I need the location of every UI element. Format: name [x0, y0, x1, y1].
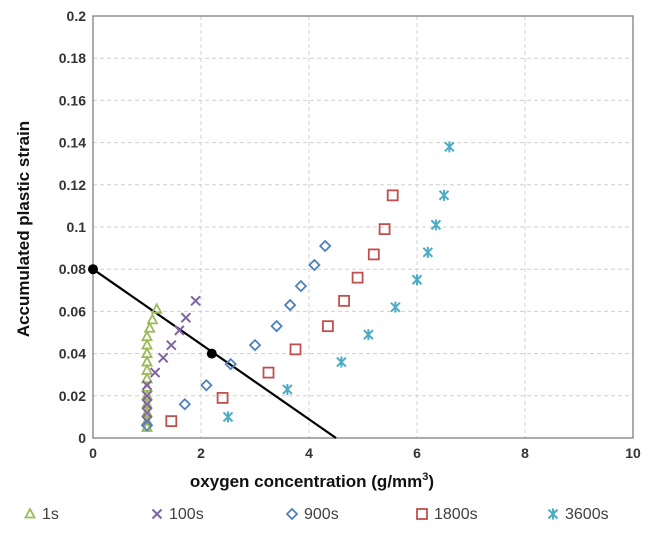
data-point: [190, 295, 201, 307]
y-tick-label: 0.12: [59, 177, 86, 193]
x-tick-label: 10: [625, 445, 641, 461]
data-point: [224, 357, 237, 371]
legend-marker: [547, 508, 559, 520]
data-point: [149, 367, 161, 378]
data-point: [248, 338, 262, 352]
data-point: [157, 352, 169, 364]
data-point: [141, 380, 153, 391]
data-point: [390, 301, 401, 313]
data-point: [262, 366, 275, 379]
data-point: [336, 356, 347, 368]
legend: 1s 100s 900s 1800s 3600s: [24, 506, 609, 523]
data-point: [318, 239, 332, 253]
data-point: [422, 246, 434, 258]
y-tick-label: 0: [78, 430, 86, 446]
legend-label: 1s: [42, 506, 59, 523]
x-tick-label: 4: [305, 445, 313, 461]
data-point: [430, 219, 442, 231]
y-axis-title: Accumulated plastic strain: [14, 121, 33, 337]
y-tick-label: 0.08: [59, 261, 86, 277]
data-point: [289, 343, 302, 356]
data-point: [308, 258, 321, 272]
data-point: [141, 388, 153, 401]
y-tick-label: 0.14: [59, 135, 86, 151]
x-tick-label: 8: [521, 445, 529, 461]
data-point: [166, 339, 177, 351]
data-point: [378, 223, 391, 236]
y-tick-label: 0.2: [67, 8, 87, 24]
data-point: [143, 321, 156, 333]
legend-marker: [24, 507, 36, 519]
data-point: [141, 346, 153, 359]
data-points: [140, 141, 455, 432]
y-tick-label: 0.18: [59, 50, 86, 66]
legend-marker: [416, 508, 428, 520]
y-tick-label: 0.1: [67, 219, 87, 235]
x-tick-label: 6: [413, 445, 421, 461]
data-point: [150, 302, 163, 314]
data-point: [140, 419, 154, 432]
data-point: [165, 415, 178, 428]
data-point: [363, 329, 374, 341]
data-point: [141, 390, 153, 402]
plot-area-border: [92, 15, 634, 439]
y-tick-label: 0.02: [59, 388, 86, 404]
data-point: [270, 319, 283, 333]
data-point: [174, 325, 185, 336]
x-tick-label: 0: [89, 445, 97, 461]
data-point: [141, 355, 153, 367]
data-point: [438, 189, 450, 201]
data-point: [411, 274, 423, 286]
data-point: [141, 407, 153, 418]
data-point: [141, 399, 153, 410]
x-tick-labels: 0 2 4 6 8 10: [89, 445, 641, 461]
data-point: [141, 338, 153, 350]
data-point: [283, 298, 297, 312]
legend-label: 900s: [304, 506, 339, 523]
data-point: [141, 405, 153, 418]
data-point: [294, 279, 308, 293]
data-point: [338, 294, 351, 307]
reference-line-marker: [88, 264, 98, 275]
reference-line-marker: [206, 348, 217, 359]
data-point: [386, 189, 399, 202]
x-axis-title: oxygen concentration (g/mm3): [190, 471, 434, 491]
legend-marker: [285, 507, 299, 521]
legend-label: 3600s: [565, 506, 609, 523]
x-tick-label: 2: [197, 445, 205, 461]
y-tick-label: 0.06: [59, 303, 86, 319]
data-point: [216, 392, 229, 404]
data-point: [141, 414, 153, 426]
y-tick-label: 0.16: [59, 92, 86, 108]
data-point: [200, 378, 213, 392]
data-point: [367, 248, 380, 261]
data-point: [282, 383, 293, 395]
data-point: [180, 312, 192, 323]
legend-label: 1800s: [434, 506, 478, 523]
data-point: [444, 141, 455, 153]
y-tick-label: 0.04: [59, 346, 86, 362]
data-point: [141, 397, 153, 409]
data-point: [178, 397, 192, 411]
data-point: [146, 312, 159, 325]
data-point: [321, 320, 334, 333]
data-point: [141, 329, 153, 342]
data-point: [351, 271, 364, 284]
data-point: [222, 411, 234, 423]
reference-line-group: [88, 264, 337, 439]
data-point: [141, 363, 153, 375]
data-point: [141, 371, 153, 384]
y-tick-labels: 0 0.02 0.04 0.06 0.08 0.1 0.12 0.14 0.16 0.18 0.2: [59, 8, 86, 446]
gridlines: [92, 15, 634, 439]
legend-label: 100s: [169, 506, 204, 523]
legend-marker: [151, 508, 163, 520]
